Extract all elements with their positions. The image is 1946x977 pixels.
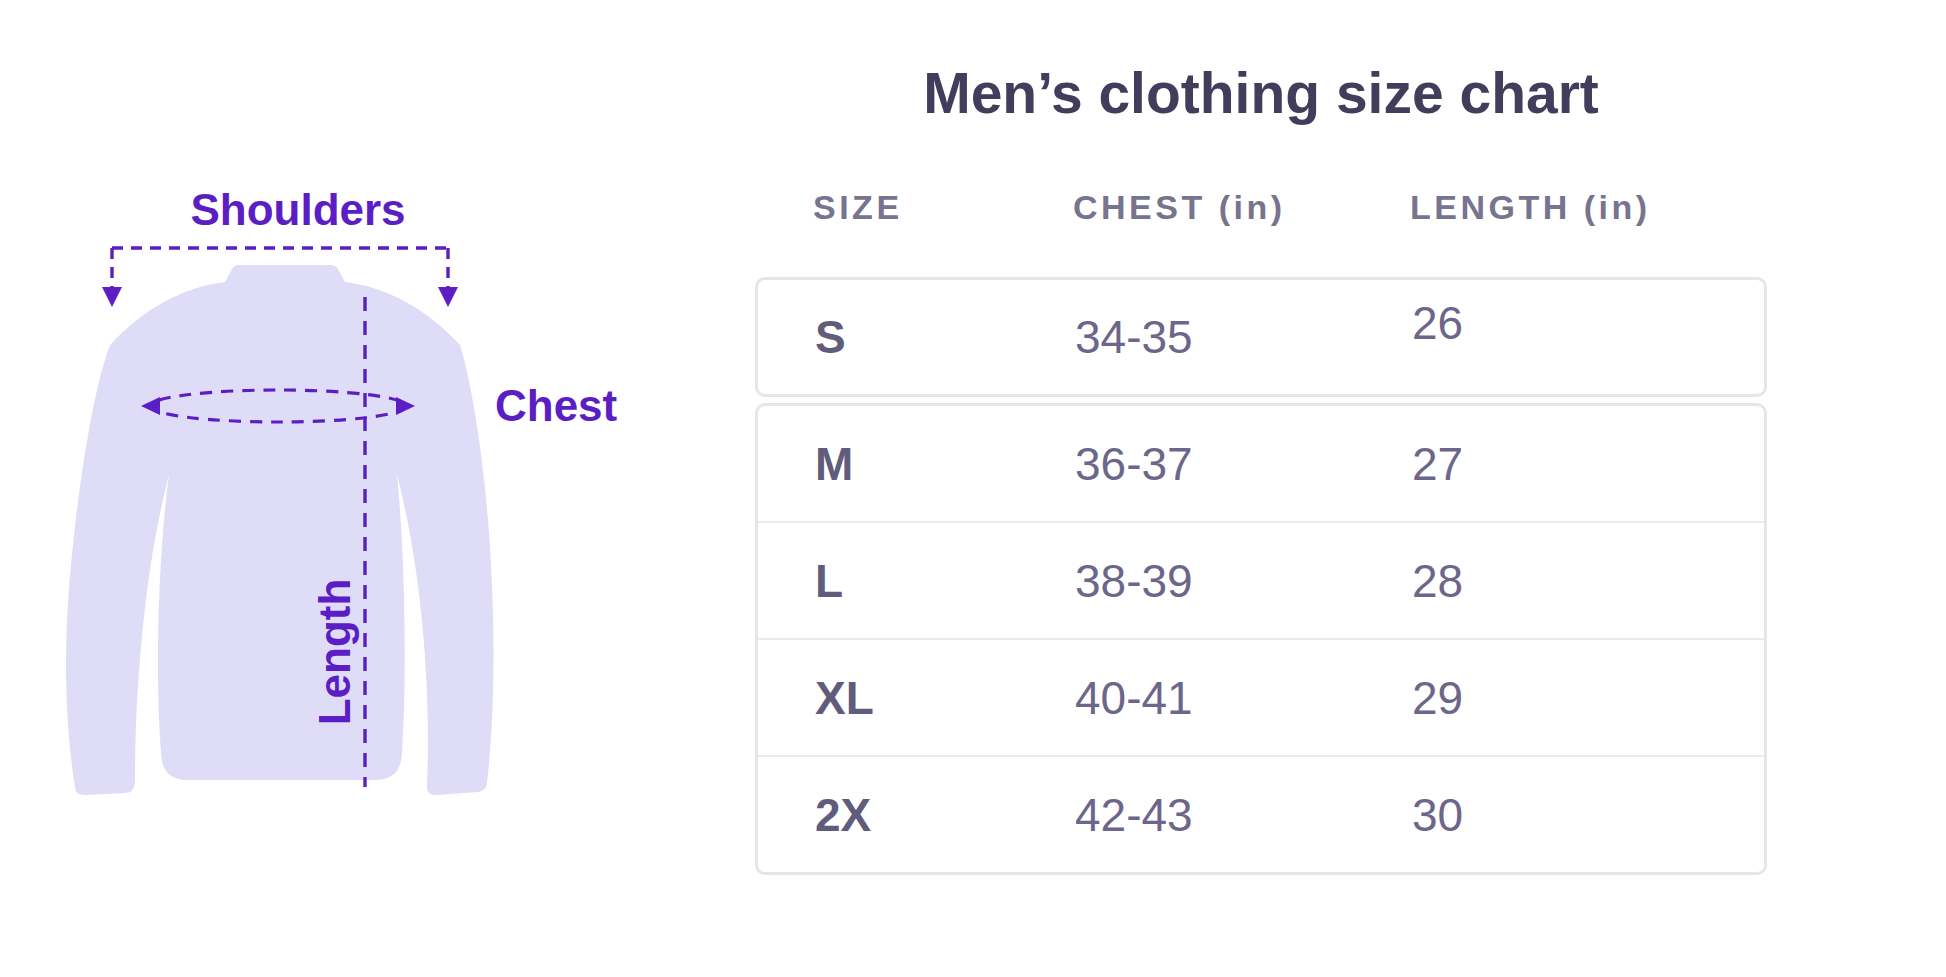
shirt-measurement-diagram	[55, 225, 575, 825]
chest-cell: 36-37	[1075, 441, 1193, 487]
table-row: 2X 42-43 30	[758, 755, 1764, 872]
chest-cell: 40-41	[1075, 675, 1193, 721]
column-header-length: LENGTH (in)	[1410, 190, 1651, 224]
length-cell: 26	[1412, 300, 1463, 346]
size-cell: L	[815, 558, 843, 604]
column-header-size: SIZE	[813, 190, 903, 224]
column-header-chest: CHEST (in)	[1073, 190, 1286, 224]
size-chart-infographic: Shoulders Chest Length Men’s clothing si…	[0, 0, 1946, 977]
table-row: XL 40-41 29	[758, 638, 1764, 755]
page-title: Men’s clothing size chart	[755, 62, 1767, 125]
size-cell: XL	[815, 675, 874, 721]
size-row-group-s: S 34-35 26	[755, 277, 1767, 397]
chest-cell: 34-35	[1075, 314, 1193, 360]
size-cell: 2X	[815, 792, 871, 838]
length-cell: 28	[1412, 558, 1463, 604]
length-cell: 30	[1412, 792, 1463, 838]
size-cell: M	[815, 441, 853, 487]
size-row-group-rest: M 36-37 27 L 38-39 28 XL 40-41 29 2X 42-…	[755, 403, 1767, 875]
table-row: S 34-35 26	[758, 280, 1764, 394]
shoulders-label: Shoulders	[190, 188, 405, 232]
length-cell: 29	[1412, 675, 1463, 721]
table-row: L 38-39 28	[758, 521, 1764, 638]
chest-cell: 42-43	[1075, 792, 1193, 838]
length-label: Length	[313, 579, 357, 726]
shirt-silhouette-shape	[66, 265, 493, 795]
shoulders-arrowhead-right	[438, 287, 458, 307]
shoulders-arrowhead-left	[102, 287, 122, 307]
chest-cell: 38-39	[1075, 558, 1193, 604]
table-row: M 36-37 27	[758, 406, 1764, 521]
length-cell: 27	[1412, 441, 1463, 487]
chest-label: Chest	[495, 384, 617, 428]
size-cell: S	[815, 314, 846, 360]
